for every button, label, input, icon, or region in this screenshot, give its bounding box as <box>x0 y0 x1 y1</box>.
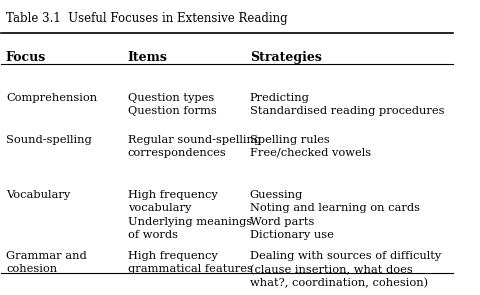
Text: Comprehension: Comprehension <box>6 93 97 103</box>
Text: Question types
Question forms: Question types Question forms <box>128 93 216 116</box>
Text: Items: Items <box>128 51 168 64</box>
Text: Sound-spelling: Sound-spelling <box>6 135 92 145</box>
Text: Dealing with sources of difficulty
(clause insertion, what does
what?, coordinat: Dealing with sources of difficulty (clau… <box>249 251 440 289</box>
Text: Strategies: Strategies <box>249 51 321 64</box>
Text: Regular sound-spelling
correspondences: Regular sound-spelling correspondences <box>128 135 260 158</box>
Text: High frequency
vocabulary
Underlying meanings
of words: High frequency vocabulary Underlying mea… <box>128 190 252 240</box>
Text: Grammar and
cohesion: Grammar and cohesion <box>6 251 86 274</box>
Text: Guessing
Noting and learning on cards
Word parts
Dictionary use: Guessing Noting and learning on cards Wo… <box>249 190 419 240</box>
Text: Vocabulary: Vocabulary <box>6 190 70 200</box>
Text: High frequency
grammatical features: High frequency grammatical features <box>128 251 252 274</box>
Text: Spelling rules
Free/checked vowels: Spelling rules Free/checked vowels <box>249 135 370 158</box>
Text: Focus: Focus <box>6 51 46 64</box>
Text: Predicting
Standardised reading procedures: Predicting Standardised reading procedur… <box>249 93 443 116</box>
Text: Table 3.1  Useful Focuses in Extensive Reading: Table 3.1 Useful Focuses in Extensive Re… <box>6 12 287 25</box>
